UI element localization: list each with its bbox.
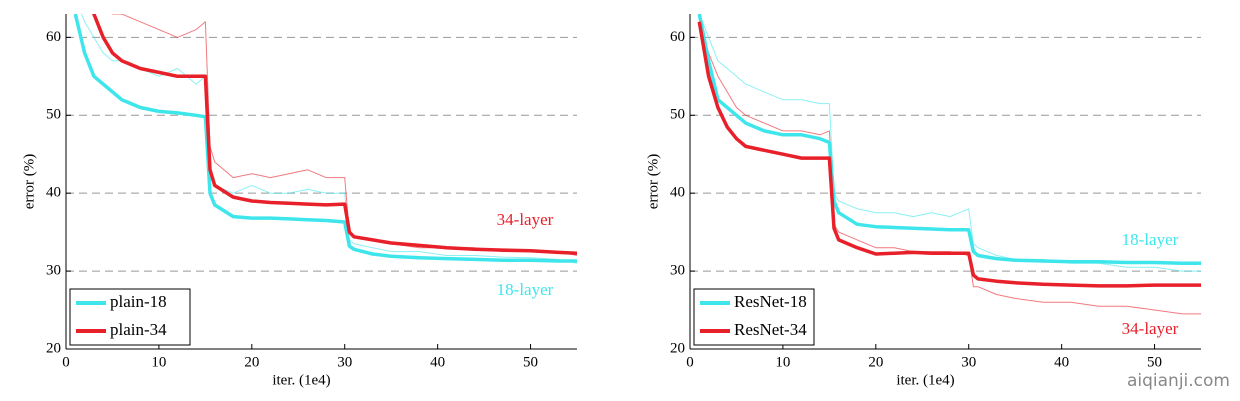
y-tick-label: 30 <box>46 263 61 279</box>
x-tick-label: 10 <box>151 354 166 370</box>
val-line <box>73 14 577 263</box>
val-line <box>697 21 1201 288</box>
x-tick-label: 40 <box>430 354 445 370</box>
legend-label: plain-34 <box>110 320 167 339</box>
y-tick-label: 20 <box>46 340 61 356</box>
x-tick-label: 40 <box>1054 354 1069 370</box>
chart: 20 30 40 50 60 0 10 20 30 40 50 iter. (1e4) error (%… <box>21 14 577 388</box>
x-tick-label: 20 <box>244 354 259 370</box>
val-line <box>697 14 1201 266</box>
y-tick-label: 20 <box>670 340 685 356</box>
legend-label: plain-18 <box>110 292 167 311</box>
chart: 20 30 40 50 60 0 10 20 30 40 50 iter. (1e4) error (%… <box>645 14 1201 388</box>
y-tick-label: 30 <box>670 263 685 279</box>
annotation: 34-layer <box>497 210 554 229</box>
legend-box <box>69 288 191 346</box>
annotation: 18-layer <box>1122 230 1179 249</box>
y-tick-label: 50 <box>670 107 685 123</box>
y-tick-label: 60 <box>46 29 61 45</box>
train-line <box>698 21 1201 315</box>
y-tick-label: 50 <box>46 107 61 123</box>
x-axis-label: iter. (1e4) <box>272 372 330 388</box>
plot-area <box>73 14 577 264</box>
legend-label: ResNet-18 <box>734 292 807 311</box>
x-tick-label: 30 <box>961 354 976 370</box>
x-tick-label: 50 <box>1147 354 1162 370</box>
annotation: 34-layer <box>1122 319 1179 338</box>
x-tick-label: 0 <box>62 354 70 370</box>
y-tick-label: 40 <box>46 185 61 201</box>
annotation: 18-layer <box>497 280 554 299</box>
watermark: aiqianji.com <box>1127 371 1230 391</box>
x-tick-label: 30 <box>337 354 352 370</box>
x-tick-label: 20 <box>868 354 883 370</box>
x-tick-label: 0 <box>686 354 694 370</box>
x-tick-label: 50 <box>523 354 538 370</box>
y-axis-label: error (%) <box>21 154 37 209</box>
x-tick-label: 10 <box>775 354 790 370</box>
y-tick-label: 60 <box>670 29 685 45</box>
legend-box <box>693 288 815 346</box>
y-tick-label: 40 <box>670 185 685 201</box>
val-line <box>92 14 577 255</box>
y-axis-label: error (%) <box>645 154 661 209</box>
plot-area <box>697 14 1201 315</box>
x-axis-label: iter. (1e4) <box>896 372 954 388</box>
legend-label: ResNet-34 <box>734 320 807 339</box>
